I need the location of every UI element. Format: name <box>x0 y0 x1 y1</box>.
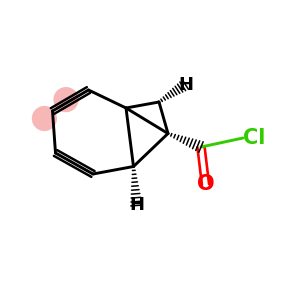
Text: H: H <box>178 76 193 94</box>
Text: Cl: Cl <box>243 128 266 148</box>
Text: H: H <box>129 196 144 214</box>
Text: O: O <box>197 175 214 194</box>
Circle shape <box>53 87 79 112</box>
Circle shape <box>32 106 57 131</box>
